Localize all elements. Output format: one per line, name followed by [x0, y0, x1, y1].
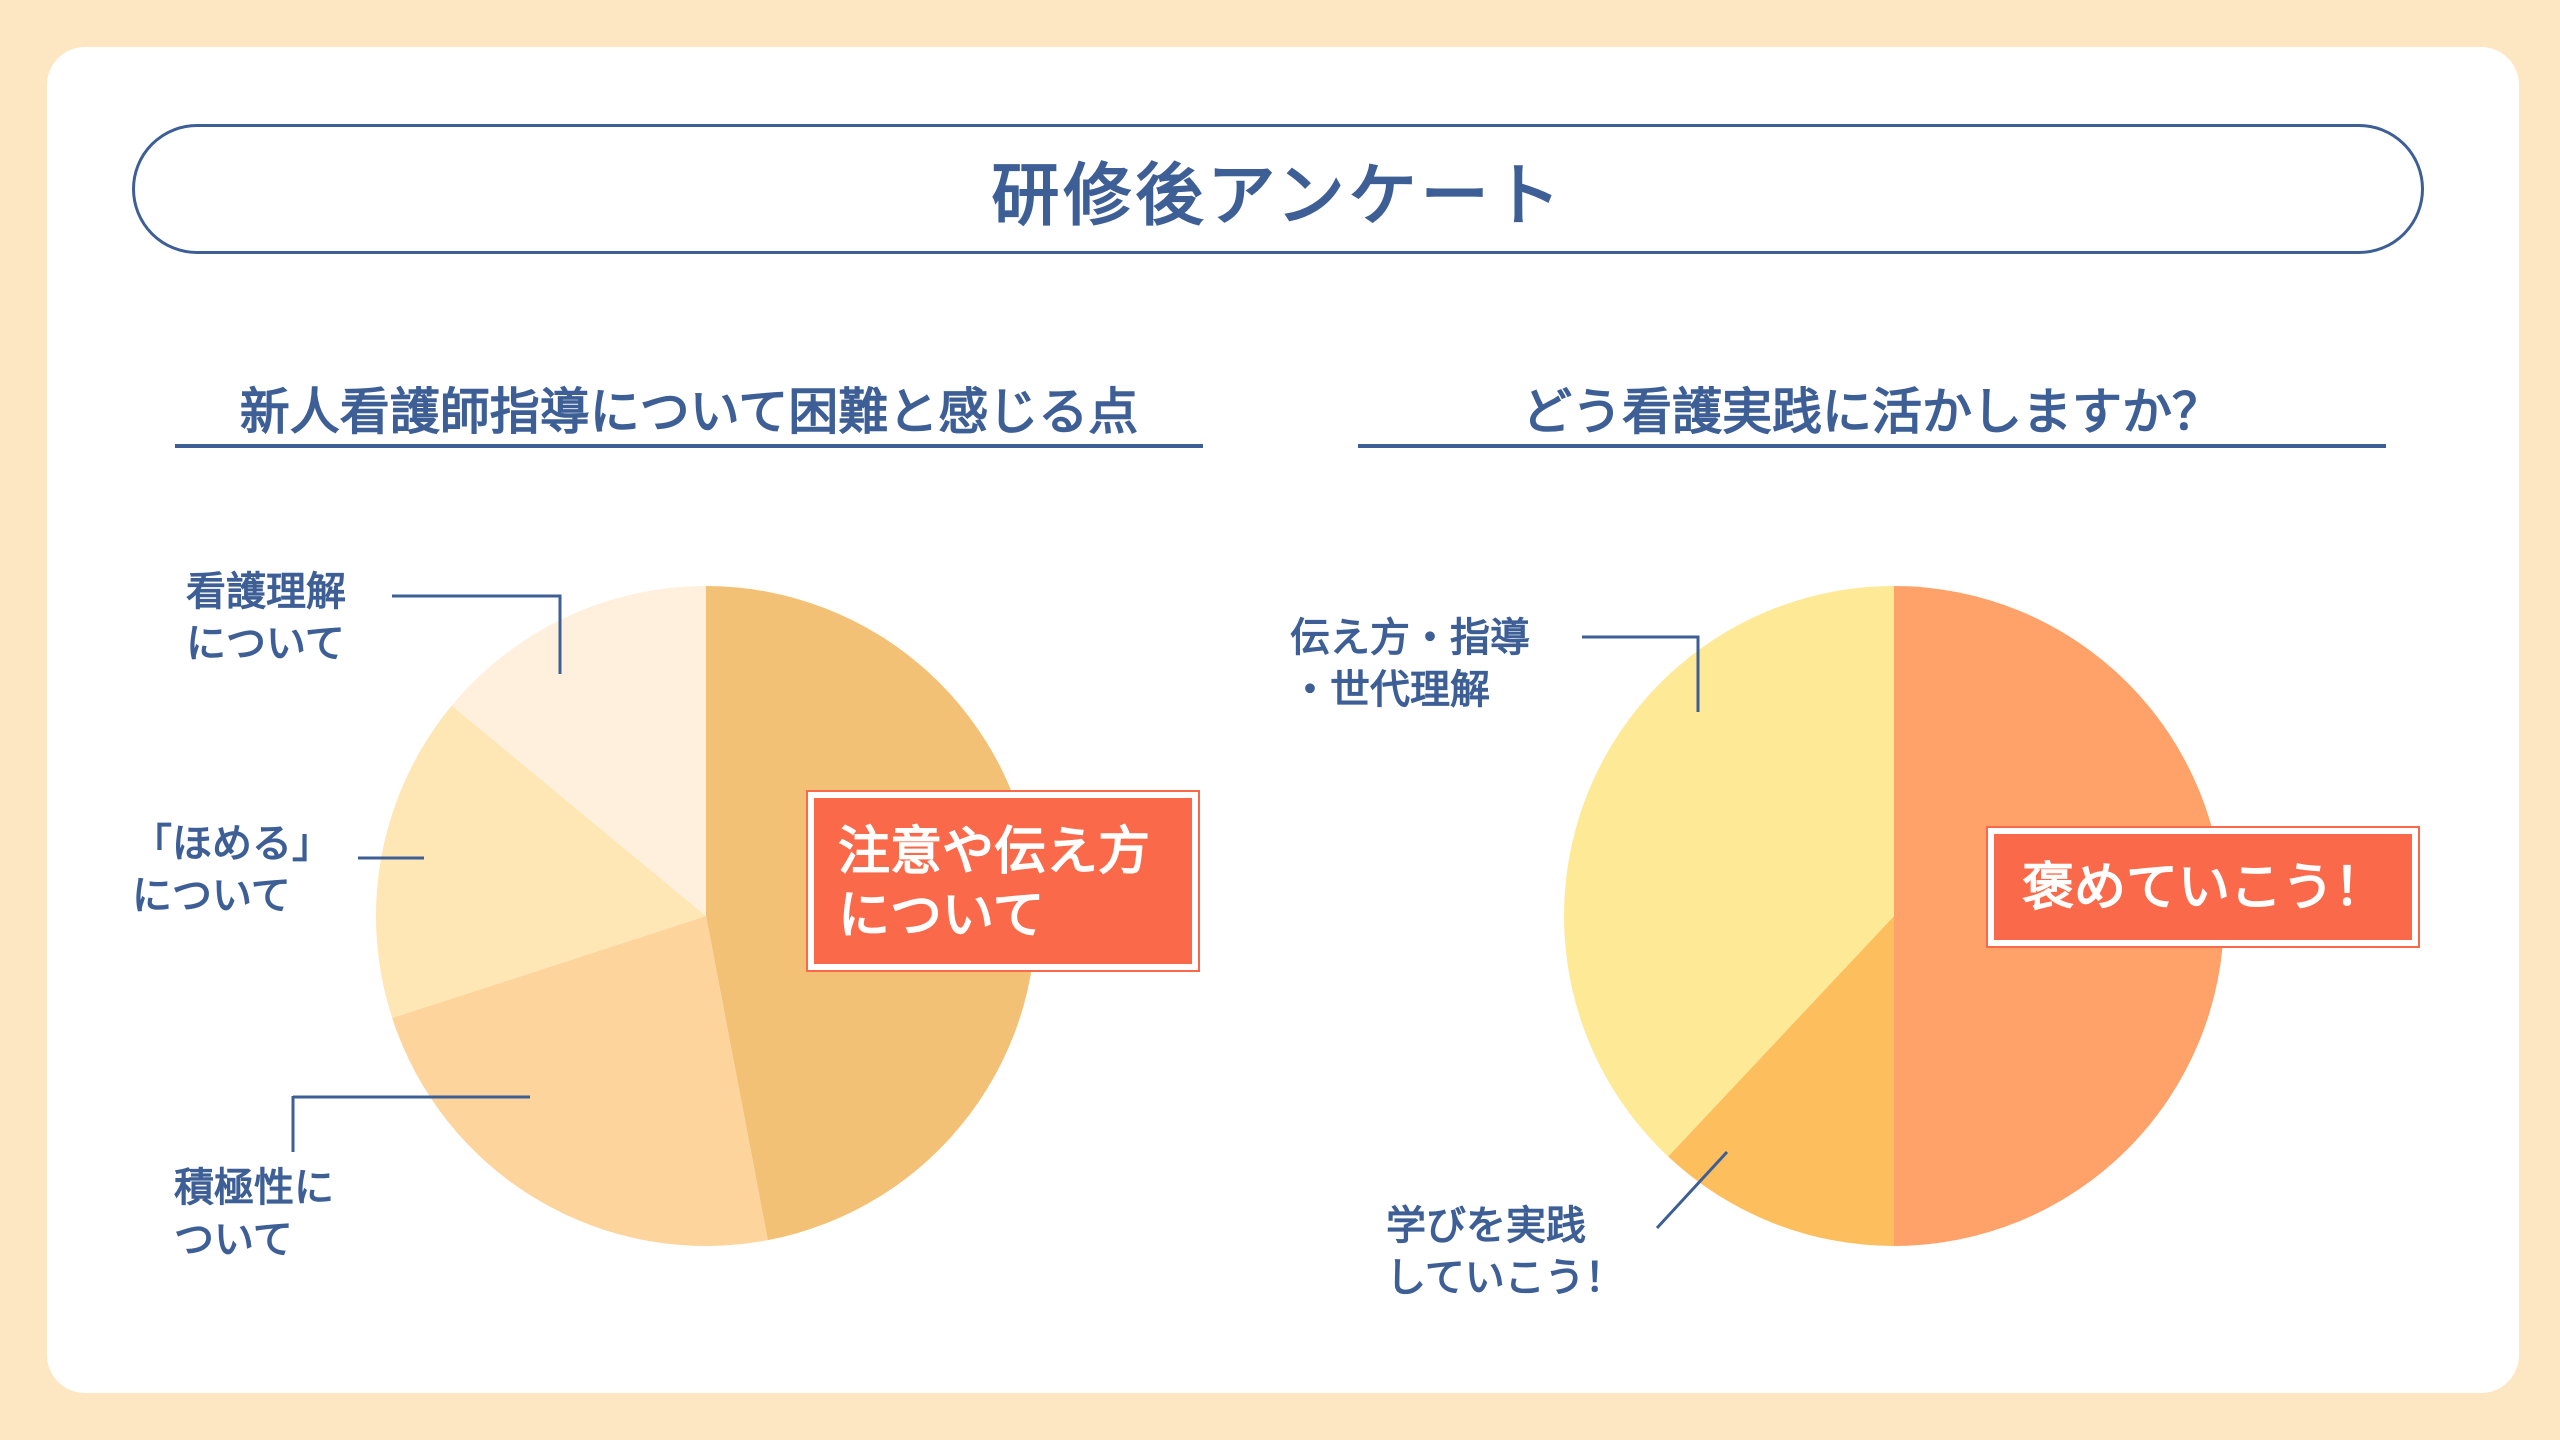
pie1-slice-3 [451, 586, 706, 916]
chart1-title: 新人看護師指導について困難と感じる点 [239, 383, 1139, 441]
pie1-label-sekkyokusei: 積極性に ついて [174, 1165, 334, 1263]
chart1-title-underline [175, 444, 1203, 448]
pie1-label-kango-rikai: 看護理解 について [186, 569, 346, 667]
pie1-label-homeru: 「ほめる」 について [132, 821, 332, 919]
pie-chart-2 [1564, 586, 2224, 1246]
pie1-callout-chuui: 注意や伝え方 について [808, 792, 1198, 970]
pie2-label-tsutaekata: 伝え方・指導 ・世代理解 [1290, 615, 1530, 713]
pie2-callout-homete: 褒めていこう！ [1988, 828, 2418, 946]
page-title-pill: 研修後アンケート [132, 124, 2424, 254]
leader-line-kango-rikai [392, 594, 562, 674]
pie2-slice-2 [1564, 586, 1894, 1157]
page-title: 研修後アンケート [991, 156, 1565, 236]
leader-line-manabi [1655, 1150, 1729, 1230]
pie1-slice-2 [375, 705, 706, 1018]
chart2-title-underline [1358, 444, 2386, 448]
chart2-title: どう看護実践に活かしますか？ [1522, 383, 2222, 441]
leader-line-tsutaekata [1582, 635, 1700, 712]
pie2-label-manabi: 学びを実践 していこう！ [1386, 1203, 1625, 1301]
pie2-slice-1 [1668, 916, 1894, 1246]
pie1-slice-1 [392, 916, 768, 1246]
